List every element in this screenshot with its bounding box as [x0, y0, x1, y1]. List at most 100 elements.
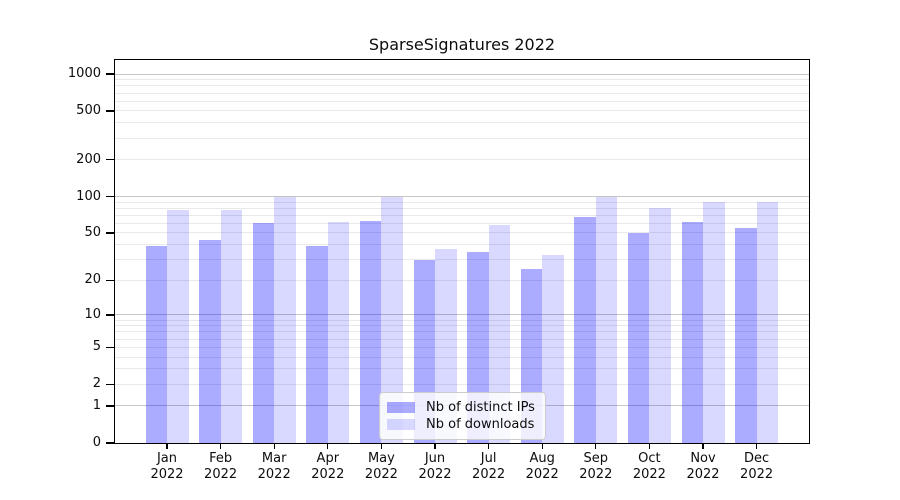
bar-distinct-ips-feb: [199, 239, 221, 443]
y-tick-mark: [106, 279, 114, 281]
gridline-minor: [115, 92, 809, 94]
gridline-minor: [115, 79, 809, 81]
y-tick-label: 100: [76, 188, 101, 204]
y-tick-mark: [106, 442, 114, 444]
x-tick-mark: [541, 443, 543, 449]
gridline-minor: [115, 368, 809, 370]
legend: Nb of distinct IPs Nb of downloads: [379, 392, 546, 440]
x-tick-label-dec: Dec 2022: [717, 451, 797, 483]
gridline-minor: [115, 100, 809, 102]
gridline-minor: [115, 279, 809, 281]
x-tick-year: 2022: [257, 467, 291, 482]
y-tick-label: 1: [92, 397, 101, 413]
legend-swatch-distinct-ips: [387, 402, 415, 413]
gridline-minor: [115, 244, 809, 246]
bar-downloads-may: [381, 196, 403, 443]
bar-downloads-sep: [595, 196, 618, 443]
x-tick-month: Feb: [209, 451, 233, 466]
x-tick-year: 2022: [579, 467, 613, 482]
gridline-minor: [115, 201, 809, 203]
chart-title: SparseSignatures 2022: [368, 35, 556, 54]
x-tick-mark: [648, 443, 650, 449]
gridline-minor: [115, 356, 809, 358]
gridline-minor: [115, 207, 809, 209]
x-tick-mark: [380, 443, 382, 449]
x-tick-label-aug: Aug 2022: [502, 451, 582, 483]
x-tick-year: 2022: [150, 467, 184, 482]
legend-label-distinct-ips: Nb of distinct IPs: [426, 400, 535, 415]
gridline-minor: [115, 159, 809, 161]
gridline-minor: [115, 325, 809, 327]
x-tick-mark: [488, 443, 490, 449]
bar-distinct-ips-oct: [627, 233, 650, 443]
bar-downloads-mar: [274, 196, 296, 443]
bar-downloads-dec: [756, 202, 779, 443]
x-tick-label-jul: Jul 2022: [449, 451, 529, 483]
x-tick-month: Nov: [690, 451, 716, 466]
gridline-minor: [115, 319, 809, 321]
y-tick-mark: [106, 383, 114, 385]
plot-area: [114, 59, 810, 444]
y-tick-mark: [106, 314, 114, 316]
x-tick-year: 2022: [740, 467, 774, 482]
bar-distinct-ips-jan: [145, 245, 167, 443]
x-tick-year: 2022: [418, 467, 452, 482]
bar-downloads-jan: [167, 209, 189, 443]
x-tick-label-oct: Oct 2022: [609, 451, 689, 483]
gridline-minor: [115, 232, 809, 234]
x-tick-label-may: May 2022: [341, 451, 421, 483]
y-tick-label: 5: [92, 339, 101, 355]
x-tick-mark: [327, 443, 329, 449]
gridline-minor: [115, 383, 809, 385]
x-tick-month: Aug: [529, 451, 555, 466]
x-tick-mark: [220, 443, 222, 449]
y-tick-label: 1000: [67, 66, 101, 81]
bar-distinct-ips-may: [359, 220, 382, 443]
x-tick-label-nov: Nov 2022: [663, 451, 743, 483]
gridline-minor: [115, 346, 809, 348]
gridline-major: [115, 196, 809, 197]
x-tick-month: Jul: [480, 451, 497, 466]
x-tick-month: Dec: [744, 451, 770, 466]
x-tick-year: 2022: [472, 467, 506, 482]
x-tick-label-mar: Mar 2022: [234, 451, 314, 483]
gridline-minor: [115, 338, 809, 340]
gridline-major: [115, 73, 809, 75]
x-tick-label-sep: Sep 2022: [556, 451, 636, 483]
y-tick-label: 50: [84, 224, 101, 240]
bar-distinct-ips-apr: [306, 245, 328, 443]
y-tick-mark: [106, 110, 114, 112]
gridline-minor: [115, 122, 809, 124]
y-tick-mark: [106, 346, 114, 348]
gridline-minor: [115, 331, 809, 333]
x-tick-year: 2022: [686, 467, 720, 482]
bar-distinct-ips-mar: [252, 223, 275, 443]
gridline-major: [115, 314, 809, 316]
x-tick-month: Jan: [156, 451, 178, 466]
y-tick-mark: [106, 195, 114, 198]
bar-distinct-ips-nov: [681, 221, 703, 443]
x-tick-mark: [702, 443, 704, 449]
x-tick-mark: [756, 443, 758, 449]
x-tick-label-apr: Apr 2022: [288, 451, 368, 483]
x-tick-year: 2022: [632, 467, 666, 482]
x-tick-label-jun: Jun 2022: [395, 451, 475, 483]
y-tick-label: 2: [92, 376, 101, 392]
bar-downloads-jul: [488, 225, 511, 443]
x-tick-year: 2022: [311, 467, 345, 482]
bar-distinct-ips-dec: [735, 228, 757, 443]
x-tick-month: Sep: [583, 451, 609, 466]
x-tick-month: May: [367, 451, 395, 466]
y-tick-mark: [106, 232, 114, 234]
bar-distinct-ips-sep: [574, 216, 596, 443]
x-tick-mark: [434, 443, 436, 449]
gridline-minor: [115, 137, 809, 139]
x-tick-mark: [595, 443, 597, 449]
x-tick-month: Jun: [424, 451, 446, 466]
bar-downloads-aug: [542, 254, 564, 443]
legend-swatch-downloads: [387, 419, 415, 430]
y-tick-mark: [106, 405, 114, 407]
x-tick-month: Apr: [316, 451, 340, 466]
y-tick-label: 500: [76, 102, 101, 118]
y-tick-mark: [106, 159, 114, 161]
